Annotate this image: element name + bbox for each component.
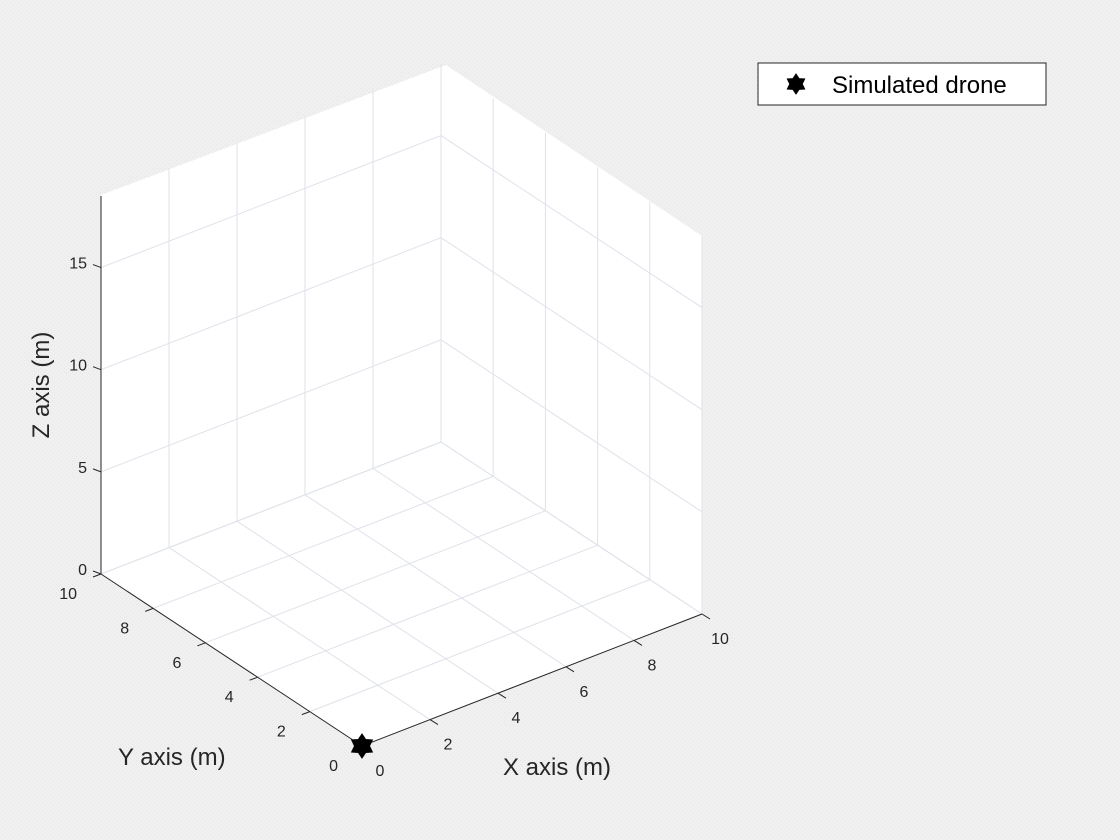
grid-line bbox=[153, 475, 494, 609]
y-tick bbox=[301, 711, 310, 716]
y-tick-label: 4 bbox=[225, 689, 234, 706]
y-axis-line bbox=[100, 573, 363, 747]
grid-line bbox=[236, 520, 499, 694]
grid-line bbox=[168, 547, 431, 721]
y-tick-label: 2 bbox=[277, 724, 286, 741]
back-panel-xz bbox=[101, 65, 446, 574]
y-tick-label: 10 bbox=[59, 586, 77, 603]
x-tick bbox=[633, 639, 643, 646]
z-tick-label: 10 bbox=[69, 358, 87, 375]
z-tick-label: 5 bbox=[78, 460, 87, 477]
x-axis-line bbox=[361, 613, 703, 747]
z-tick bbox=[92, 366, 102, 371]
grid-line bbox=[440, 237, 703, 411]
x-tick-label: 6 bbox=[580, 684, 589, 701]
y-tick bbox=[249, 676, 258, 681]
grid-line bbox=[440, 441, 703, 615]
data-points bbox=[350, 733, 374, 759]
z-tick bbox=[92, 570, 102, 575]
legend-marker-hexagram-icon bbox=[786, 73, 806, 95]
grid-line bbox=[100, 441, 442, 575]
grid-line bbox=[100, 135, 442, 269]
floor-panel bbox=[101, 443, 702, 746]
z-axis-label: Z axis (m) bbox=[28, 332, 55, 439]
grid-line bbox=[440, 339, 703, 513]
y-tick bbox=[197, 642, 206, 647]
back-panel-yz bbox=[446, 65, 702, 614]
axis-lines bbox=[100, 196, 703, 747]
grid-line bbox=[100, 339, 442, 473]
y-tick bbox=[145, 607, 154, 612]
grid-lines bbox=[100, 64, 703, 747]
x-tick bbox=[429, 719, 439, 726]
x-tick bbox=[497, 692, 507, 699]
x-axis-label: X axis (m) bbox=[503, 754, 611, 781]
legend-entry-label: Simulated drone bbox=[832, 72, 1007, 99]
x-tick bbox=[565, 666, 575, 673]
x-tick bbox=[701, 613, 711, 620]
z-tick-label: 15 bbox=[69, 256, 87, 273]
x-tick-label: 2 bbox=[444, 737, 453, 754]
x-tick-label: 10 bbox=[711, 631, 729, 648]
grid-line bbox=[257, 544, 598, 678]
grid-line bbox=[100, 237, 442, 371]
grid-line bbox=[309, 579, 650, 713]
y-tick-label: 0 bbox=[329, 758, 338, 775]
y-tick-label: 8 bbox=[120, 620, 129, 637]
z-tick bbox=[92, 468, 102, 473]
x-tick-label: 8 bbox=[648, 657, 657, 674]
y-axis-label: Y axis (m) bbox=[118, 744, 226, 771]
legend[interactable]: Simulated drone bbox=[757, 62, 1047, 106]
data-point bbox=[350, 733, 374, 759]
z-tick bbox=[92, 264, 102, 269]
grid-line bbox=[440, 135, 703, 308]
y-tick bbox=[92, 573, 102, 578]
grid-line bbox=[372, 467, 635, 641]
grid-line bbox=[205, 510, 546, 644]
x-tick-label: 0 bbox=[376, 763, 385, 780]
y-tick-label: 6 bbox=[172, 655, 181, 672]
x-tick-label: 4 bbox=[512, 710, 521, 727]
z-tick-label: 0 bbox=[78, 562, 87, 579]
grid-line bbox=[304, 494, 567, 668]
legend-box bbox=[757, 62, 1047, 106]
